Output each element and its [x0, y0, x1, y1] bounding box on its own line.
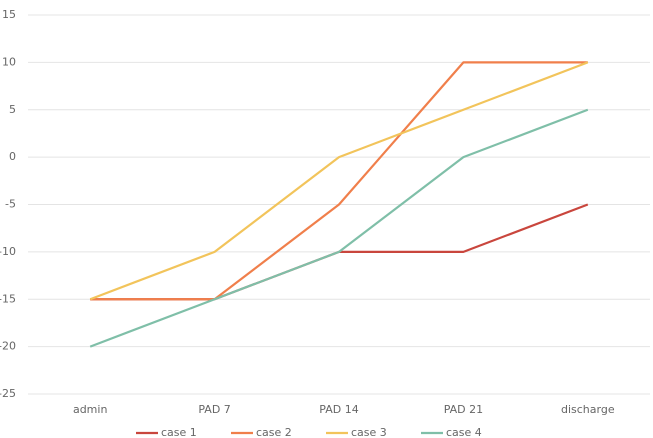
x-tick-label: PAD 21: [444, 403, 483, 416]
y-tick-label: -5: [5, 198, 16, 211]
y-tick-label: 10: [2, 55, 16, 68]
legend-label: case 2: [256, 426, 292, 438]
legend-label: case 1: [161, 426, 197, 438]
series-line: [89, 61, 589, 301]
y-tick-label: 0: [9, 150, 16, 163]
legend-label: case 3: [351, 426, 387, 438]
y-tick-label: -20: [0, 340, 16, 353]
y-tick-label: 5: [9, 103, 16, 116]
x-tick-label: PAD 7: [198, 403, 230, 416]
legend-label: case 4: [446, 426, 482, 438]
series-line: [89, 108, 589, 348]
y-tick-label: -25: [0, 387, 16, 400]
y-tick-label: -10: [0, 245, 16, 258]
x-tick-label: discharge: [561, 403, 615, 416]
y-tick-label: 15: [2, 8, 16, 21]
series-line: [90, 61, 588, 301]
y-tick-label: -15: [0, 292, 16, 305]
x-tick-label: PAD 14: [319, 403, 358, 416]
x-tick-label: admin: [73, 403, 107, 416]
